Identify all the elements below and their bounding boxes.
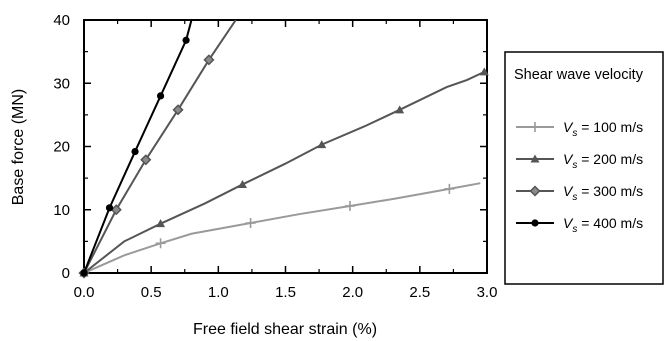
data-point	[444, 183, 455, 194]
data-point	[344, 200, 355, 211]
y-axis-title: Base force (MN)	[10, 89, 27, 205]
legend-marker	[529, 185, 541, 197]
data-point	[156, 92, 165, 100]
data-point	[317, 140, 327, 149]
legend-label-symbol: V	[563, 119, 574, 135]
data-point	[172, 104, 184, 116]
legend-label-symbol: V	[563, 215, 574, 231]
series-line	[84, 20, 237, 273]
data-point	[203, 54, 215, 66]
legend-label-subscript: s	[572, 160, 577, 171]
legend-label-subscript: s	[572, 128, 577, 139]
x-tick-label: 3.0	[477, 284, 498, 301]
plot-area: 0.0 0.5 1.0 1.5 2.0 2.5 3.0 0 10 20 30 40	[53, 12, 497, 301]
legend-entry-0: Vs = 100 m/s	[516, 119, 643, 139]
legend-label-value: = 300 m/s	[577, 183, 643, 199]
y-tick-label: 40	[53, 12, 70, 29]
plot-frame	[83, 19, 488, 274]
series-line	[84, 70, 485, 273]
data-point	[131, 147, 139, 156]
y-tick-label: 0	[62, 265, 70, 282]
legend-label-symbol: V	[563, 151, 574, 167]
legend-label: Vs = 100 m/s	[563, 119, 643, 139]
data-point	[156, 219, 166, 228]
legend-label: Vs = 400 m/s	[563, 215, 643, 235]
data-point	[395, 105, 405, 114]
legend-entry-2: Vs = 300 m/s	[516, 183, 643, 203]
legend-marker	[531, 219, 539, 227]
series-line	[84, 182, 481, 273]
x-tick-label: 0.0	[74, 284, 95, 301]
legend-label-symbol: V	[563, 183, 574, 199]
legend-label-value: = 400 m/s	[577, 215, 643, 231]
legend-label-value: = 200 m/s	[577, 151, 643, 167]
x-tick-label: 2.5	[409, 284, 430, 301]
x-tick-label: 1.5	[275, 284, 296, 301]
series-0	[84, 182, 481, 273]
legend-box	[504, 51, 664, 285]
x-tick-label: 0.5	[141, 284, 162, 301]
legend-label: Vs = 300 m/s	[563, 183, 643, 203]
y-tick-label: 20	[53, 139, 70, 156]
x-axis-title: Free field shear strain (%)	[193, 321, 377, 338]
data-point	[110, 204, 122, 216]
x-tick-label: 2.0	[342, 284, 363, 301]
series-2	[84, 20, 237, 273]
legend-label-value: = 100 m/s	[577, 119, 643, 135]
x-tick-label: 1.0	[208, 284, 229, 301]
legend-marker	[530, 122, 540, 132]
data-point	[140, 154, 152, 166]
y-tick-label: 10	[53, 202, 70, 219]
legend-label-subscript: s	[572, 224, 577, 235]
legend-label-subscript: s	[572, 192, 577, 203]
legend-entry-3: Vs = 400 m/s	[516, 215, 643, 235]
series-1	[84, 70, 485, 273]
data-point	[238, 179, 248, 188]
legend-marker	[530, 154, 540, 163]
data-point	[182, 36, 190, 44]
legend-label: Vs = 200 m/s	[563, 151, 643, 171]
data-point	[155, 238, 166, 249]
y-tick-label: 30	[53, 75, 70, 92]
data-point	[105, 204, 114, 212]
legend-entry-1: Vs = 200 m/s	[516, 151, 643, 171]
data-point	[245, 218, 256, 229]
data-point	[80, 269, 88, 277]
legend-title: Shear wave velocity	[514, 67, 644, 83]
data-point	[479, 67, 489, 76]
